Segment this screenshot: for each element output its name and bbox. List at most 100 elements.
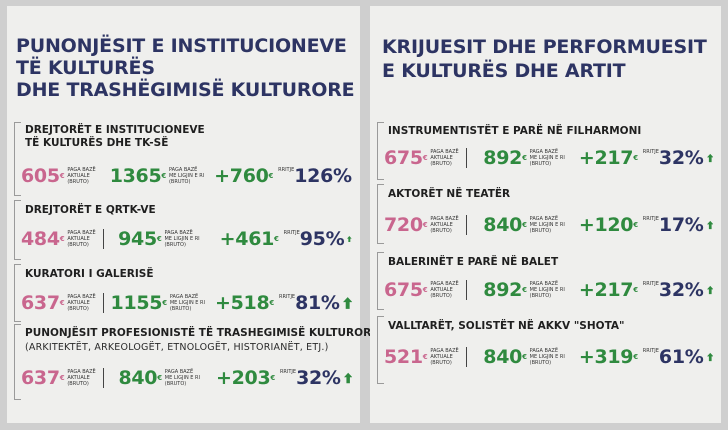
current-salary-label: PAGA BAZË AKTUALE (BRUTO) bbox=[67, 294, 96, 312]
current-salary: 605€ bbox=[21, 165, 65, 187]
item-bracket bbox=[14, 200, 21, 260]
current-salary-label: PAGA BAZË AKTUALE (BRUTO) bbox=[430, 216, 459, 234]
item-title: VALLTARËT, SOLISTËT NË AKKV "SHOTA" bbox=[388, 320, 625, 332]
current-salary: 720€ bbox=[384, 214, 428, 236]
item-title: BALERINËT E PARË NË BALET bbox=[388, 256, 559, 268]
current-salary: 521€ bbox=[384, 346, 428, 368]
salary-row: 637€ PAGA BAZË AKTUALE (BRUTO) 1155€ PAGA … bbox=[21, 288, 352, 318]
new-salary-label: PAGA BAZË ME LIGJIN E RI (BRUTO) bbox=[164, 369, 200, 387]
current-salary: 637€ bbox=[21, 367, 65, 389]
left-panel: PUNONJËSIT E INSTITUCIONEVE TË KULTURËS … bbox=[7, 6, 378, 423]
arrow-up-icon bbox=[343, 372, 352, 384]
salary-row: 484€ PAGA BAZË AKTUALE (BRUTO) 945€ PAGA B… bbox=[21, 224, 352, 254]
salary-row: 720€ PAGA BAZË AKTUALE (BRUTO) 840€ PAGA B… bbox=[384, 210, 713, 240]
increase-amount: +217€ bbox=[578, 279, 638, 301]
item-title: AKTORËT NË TEATËR bbox=[388, 188, 511, 200]
salary-row: 675€ PAGA BAZË AKTUALE (BRUTO) 892€ PAGA B… bbox=[384, 275, 713, 305]
new-salary: 1365€ bbox=[109, 165, 167, 187]
increase-amount: +217€ bbox=[578, 147, 638, 169]
new-salary-label: PAGA BAZË ME LIGJIN E RI (BRUTO) bbox=[168, 167, 205, 185]
increase-label: RRITJE bbox=[642, 216, 659, 222]
increase-percent: 32% bbox=[658, 279, 704, 301]
item-bracket bbox=[14, 324, 21, 400]
title-line: KRIJUESIT DHE PERFORMUESIT bbox=[382, 36, 707, 58]
item-bracket bbox=[377, 122, 384, 180]
right-panel-title: KRIJUESIT DHE PERFORMUESIT E KULTURËS DH… bbox=[370, 6, 721, 83]
arrow-up-icon bbox=[706, 285, 713, 295]
increase-percent: 32% bbox=[658, 147, 704, 169]
item-title: DREJTORËT E INSTITUCIONEVE bbox=[25, 124, 205, 136]
item-bracket bbox=[377, 184, 384, 244]
current-salary: 675€ bbox=[384, 279, 428, 301]
increase-amount: +518€ bbox=[215, 292, 274, 314]
salary-row: 605€ PAGA BAZË AKTUALE (BRUTO) 1365€ PAGA … bbox=[21, 161, 352, 191]
salary-row: 521€ PAGA BAZË AKTUALE (BRUTO) 840€ PAGA B… bbox=[384, 342, 713, 372]
arrow-up-icon bbox=[706, 153, 713, 163]
new-salary: 840€ bbox=[118, 367, 162, 389]
increase-label: RRITJE bbox=[283, 230, 300, 236]
current-salary: 484€ bbox=[21, 228, 65, 250]
new-salary: 892€ bbox=[483, 279, 527, 301]
title-line: TË KULTURËS bbox=[16, 57, 155, 79]
increase-percent: 17% bbox=[658, 214, 704, 236]
separator bbox=[465, 215, 467, 235]
item-subtitle: (ARKITEKTËT, ARKEOLOGËT, ETNOLOGËT, HIST… bbox=[25, 342, 329, 353]
increase-percent: 126% bbox=[294, 165, 352, 187]
current-salary-label: PAGA BAZË AKTUALE (BRUTO) bbox=[67, 369, 96, 387]
new-salary-label: PAGA BAZË ME LIGJIN E RI (BRUTO) bbox=[164, 230, 200, 248]
salary-row: 637€ PAGA BAZË AKTUALE (BRUTO) 840€ PAGA B… bbox=[21, 363, 352, 393]
arrow-up-icon bbox=[706, 352, 713, 362]
current-salary-label: PAGA BAZË AKTUALE (BRUTO) bbox=[67, 167, 96, 185]
separator bbox=[102, 293, 104, 313]
increase-percent: 95% bbox=[299, 228, 345, 250]
item-bracket bbox=[377, 316, 384, 384]
item-title: PUNONJËSIT PROFESIONISTË TË TRASHEGIMISË… bbox=[25, 327, 379, 339]
increase-label: RRITJE bbox=[642, 149, 659, 155]
new-salary: 945€ bbox=[118, 228, 162, 250]
salary-row: 675€ PAGA BAZË AKTUALE (BRUTO) 892€ PAGA B… bbox=[384, 143, 713, 173]
increase-percent: 81% bbox=[295, 292, 340, 314]
current-salary-label: PAGA BAZË AKTUALE (BRUTO) bbox=[430, 149, 459, 167]
title-line: DHE TRASHËGIMISË KULTURORE bbox=[16, 79, 355, 101]
item-title: KURATORI I GALERISË bbox=[25, 268, 154, 280]
title-line: E KULTURËS DHE ARTIT bbox=[382, 60, 626, 82]
current-salary: 675€ bbox=[384, 147, 428, 169]
item-title: TË KULTURËS DHE TK-SË bbox=[25, 137, 169, 149]
right-panel: KRIJUESIT DHE PERFORMUESIT E KULTURËS DH… bbox=[370, 6, 721, 423]
current-salary-label: PAGA BAZË AKTUALE (BRUTO) bbox=[430, 348, 459, 366]
increase-label: RRITJE bbox=[642, 281, 659, 287]
new-salary-label: PAGA BAZË ME LIGJIN E RI (BRUTO) bbox=[169, 294, 205, 312]
separator bbox=[465, 347, 467, 367]
current-salary: 637€ bbox=[21, 292, 65, 314]
increase-label: RRITJE bbox=[279, 369, 297, 375]
item-bracket bbox=[14, 122, 21, 196]
increase-amount: +760€ bbox=[214, 165, 274, 187]
arrow-up-icon bbox=[342, 297, 352, 309]
left-panel-title: PUNONJËSIT E INSTITUCIONEVE TË KULTURËS … bbox=[7, 6, 360, 101]
item-title: DREJTORËT E QRTK-VE bbox=[25, 204, 156, 216]
increase-amount: +319€ bbox=[578, 346, 638, 368]
increase-percent: 61% bbox=[658, 346, 704, 368]
separator bbox=[465, 148, 467, 168]
separator bbox=[102, 368, 104, 388]
item-bracket bbox=[14, 264, 21, 322]
arrow-up-icon bbox=[347, 236, 352, 242]
increase-percent: 32% bbox=[296, 367, 341, 389]
current-salary-label: PAGA BAZË AKTUALE (BRUTO) bbox=[430, 281, 459, 299]
arrow-up-icon bbox=[706, 220, 713, 230]
increase-amount: +203€ bbox=[215, 367, 275, 389]
increase-amount: +461€ bbox=[219, 228, 279, 250]
new-salary-label: PAGA BAZË ME LIGJIN E RI (BRUTO) bbox=[529, 149, 565, 167]
item-bracket bbox=[377, 252, 384, 310]
new-salary-label: PAGA BAZË ME LIGJIN E RI (BRUTO) bbox=[529, 281, 565, 299]
new-salary: 840€ bbox=[483, 346, 527, 368]
new-salary-label: PAGA BAZË ME LIGJIN E RI (BRUTO) bbox=[529, 216, 565, 234]
increase-label: RRITJE bbox=[278, 294, 296, 300]
separator bbox=[465, 280, 467, 300]
increase-label: RRITJE bbox=[642, 348, 659, 354]
current-salary-label: PAGA BAZË AKTUALE (BRUTO) bbox=[67, 230, 96, 248]
item-title: INSTRUMENTISTËT E PARË NË FILHARMONI bbox=[388, 125, 642, 137]
increase-amount: +120€ bbox=[578, 214, 638, 236]
new-salary: 1155€ bbox=[110, 292, 168, 314]
increase-label: RRITJE bbox=[278, 167, 295, 173]
